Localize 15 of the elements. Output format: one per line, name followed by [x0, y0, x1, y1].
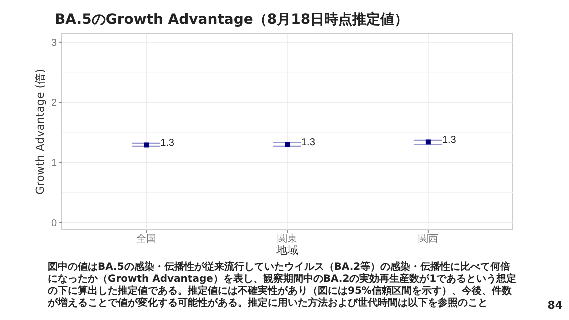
x-tick-label: 全国 — [136, 233, 157, 245]
data-label: 1.3 — [442, 135, 457, 146]
y-tick-label: 3 — [51, 38, 58, 49]
text: 84 — [548, 299, 563, 312]
y-tick-label: 2 — [51, 98, 58, 110]
data-label: 1.3 — [160, 138, 175, 150]
y-tick-label: 0 — [51, 218, 58, 230]
data-label: 1.3 — [302, 138, 316, 149]
y-tick-label: 1 — [51, 158, 58, 170]
x-axis-title: 地域 — [276, 244, 298, 257]
text: 図中の値はBA.5の感染・伝播性が従来流行していたウイルス（BA.2等）の感染・伝播性に比べて何倍になったか（Growth Advantage）を表し、観察期間中のBA.2の実効再生産数が1であるという想定の下に算出した推定値である。推定値には不確実性があり（図には95%信頼区間を示す）、今後、件数が増えることで値が変化する可能性がある。推定に用いた方法および世代時間は以下を参照のこと — [48, 262, 518, 310]
x-tick-label: 関東 — [278, 233, 298, 245]
chart-title: BA.5のGrowth Advantage（8月18日時点推定値） — [55, 11, 409, 28]
x-tick-label: 関西 — [418, 234, 438, 245]
y-axis-title: Growth Advantage (倍) — [34, 69, 47, 195]
